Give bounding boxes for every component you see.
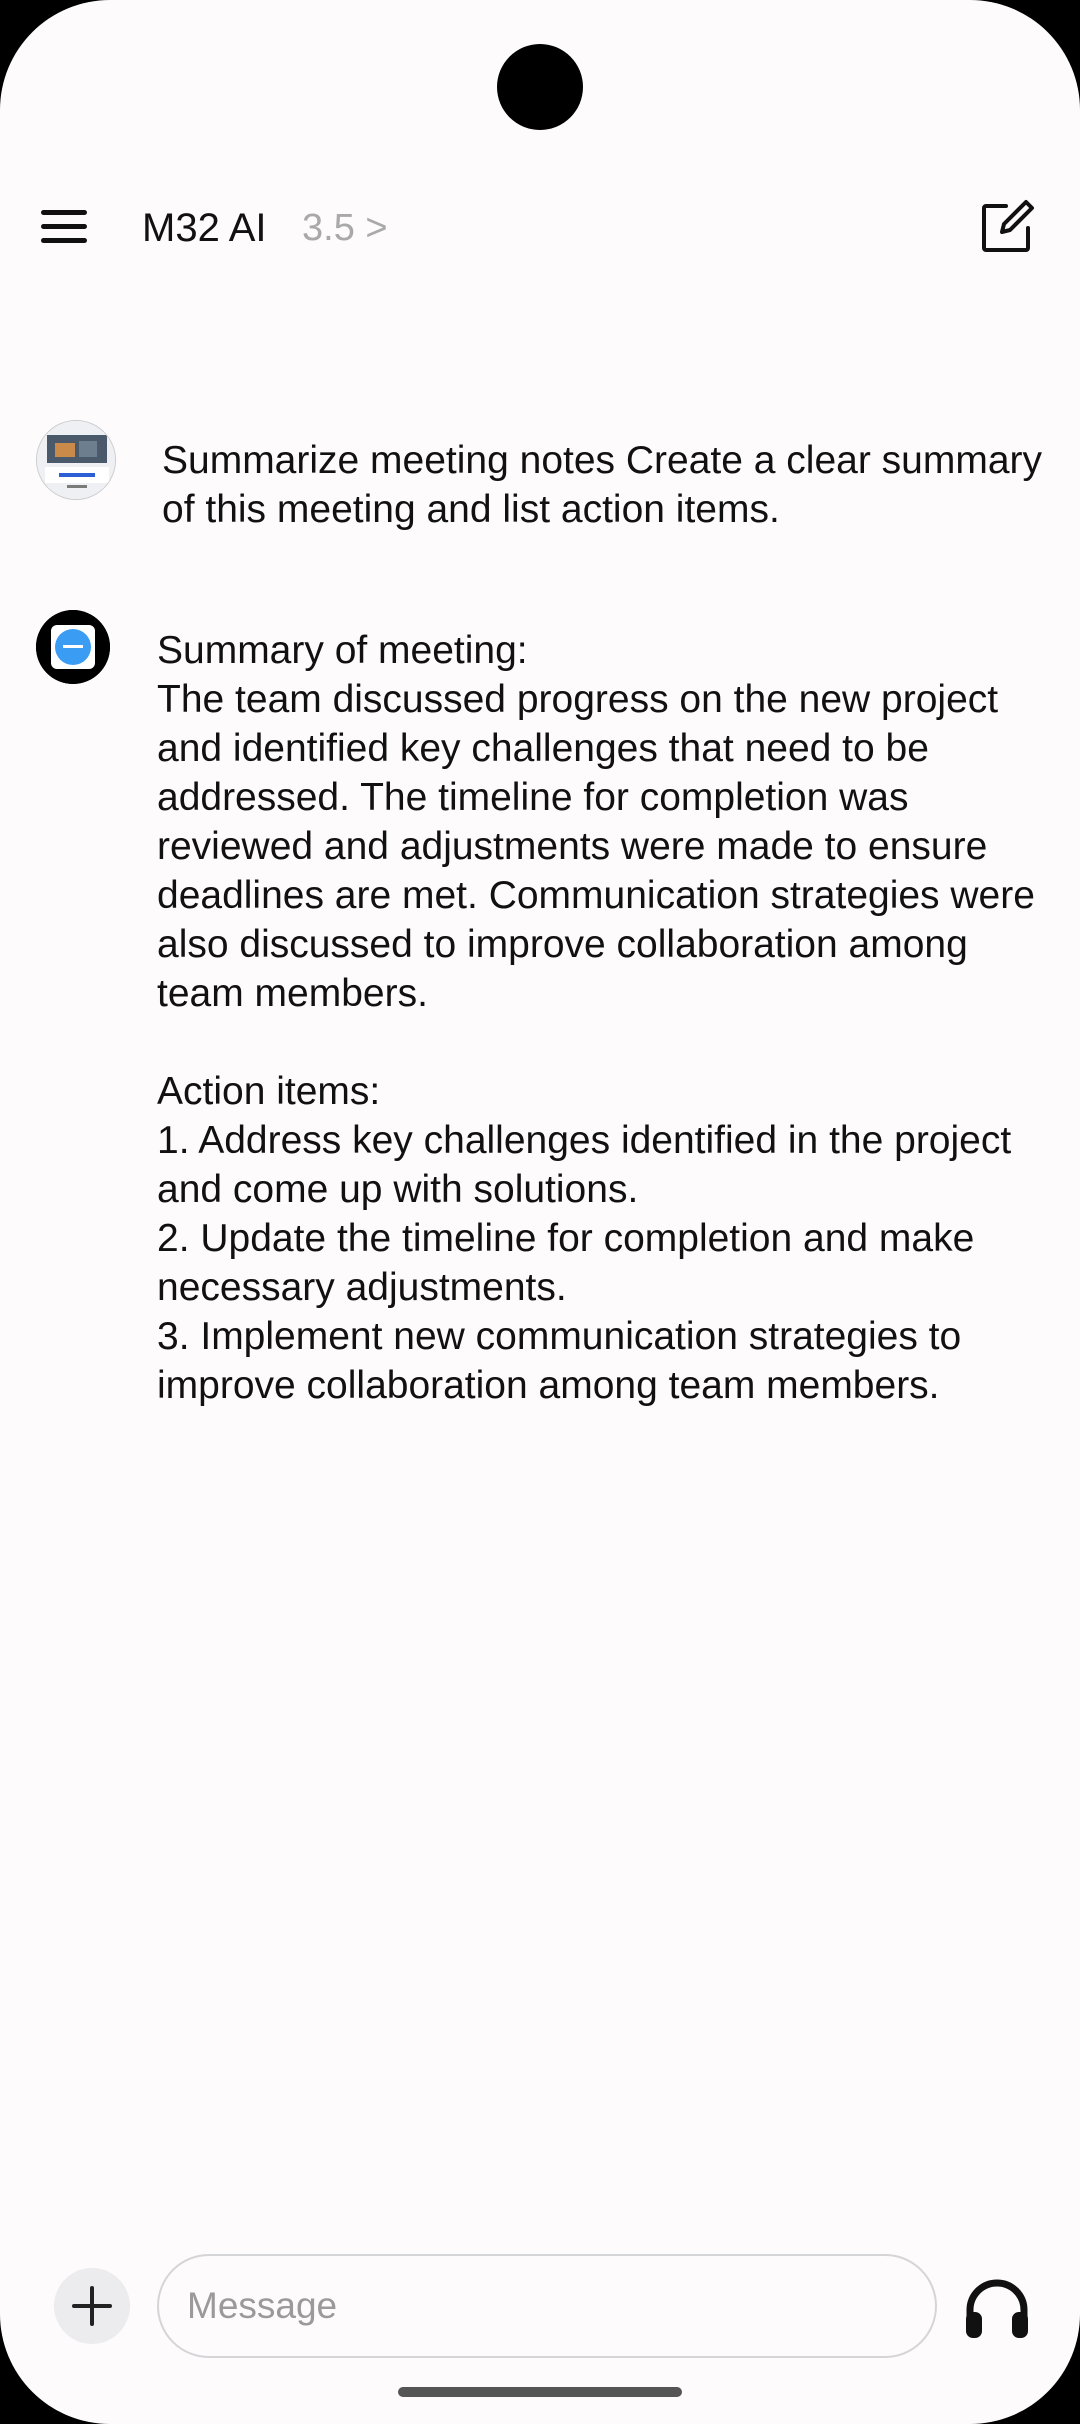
- user-avatar-image-icon: [37, 421, 115, 499]
- model-version-selector[interactable]: 3.5 >: [302, 207, 388, 249]
- app-title: M32 AI: [142, 206, 267, 250]
- bot-logo-icon: [36, 610, 110, 684]
- message-input[interactable]: [157, 2254, 937, 2358]
- bot-avatar[interactable]: [36, 610, 110, 684]
- hamburger-menu-icon[interactable]: [38, 204, 92, 248]
- top-app-bar: M32 AI 3.5 >: [0, 180, 1080, 276]
- camera-cutout: [497, 44, 583, 130]
- home-indicator[interactable]: [398, 2387, 682, 2397]
- plus-icon: [72, 2286, 112, 2326]
- user-avatar[interactable]: [36, 420, 116, 500]
- bot-message: Summary of meeting: The team discussed p…: [157, 629, 1035, 1407]
- edit-square-icon[interactable]: [976, 198, 1036, 258]
- user-message: Summarize meeting notes Create a clear s…: [162, 439, 1053, 531]
- headphones-icon[interactable]: [962, 2276, 1032, 2340]
- add-attachment-button[interactable]: [54, 2268, 130, 2344]
